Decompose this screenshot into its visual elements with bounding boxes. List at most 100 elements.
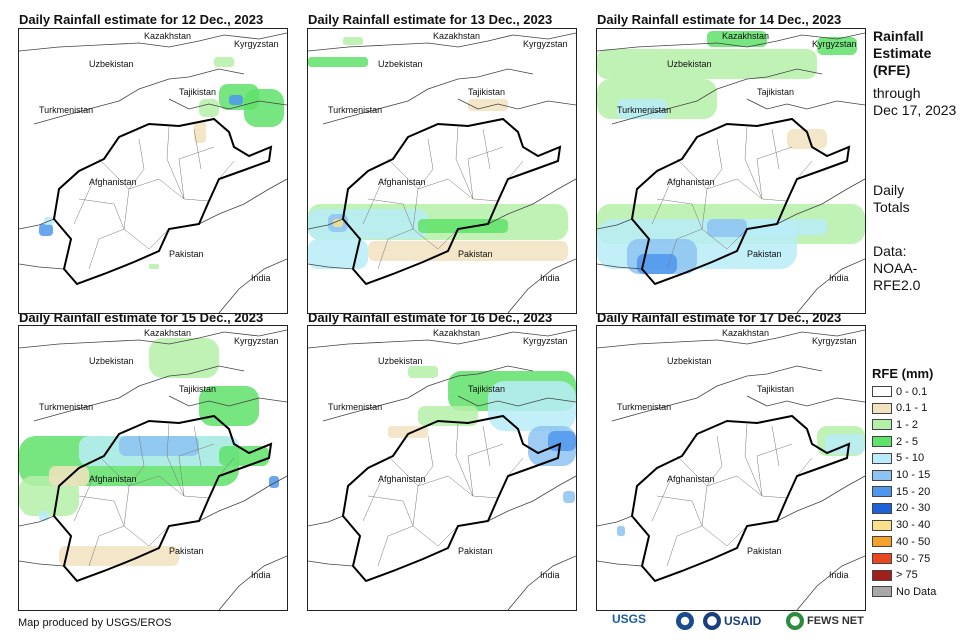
legend-item: 50 - 75: [872, 552, 930, 565]
country-border: [308, 329, 576, 349]
map-panel-12-dec: Kazakhstan Kyrgyzstan Uzbekistan Tajikistan…: [18, 28, 288, 314]
rainfall-map-svg: Kazakhstan Kyrgyzstan Uzbekistan Tajikistan…: [597, 328, 865, 610]
rainfall-area: [308, 239, 368, 269]
province-border: [656, 198, 703, 230]
label-afghanistan: Afghanistan: [378, 177, 426, 187]
country-border: [308, 32, 576, 52]
rainfall-map-svg: Kazakhstan Kyrgyzstan Uzbekistan Tajikistan…: [308, 31, 576, 313]
province-border: [193, 128, 202, 170]
label-india: India: [829, 273, 849, 283]
province-border: [482, 128, 491, 170]
label-pakistan: Pakistan: [747, 249, 782, 259]
label-kyrgyzstan: Kyrgyzstan: [812, 336, 857, 346]
rainfall-area: [563, 491, 575, 503]
rainfall-area: [59, 546, 179, 566]
label-india: India: [540, 273, 560, 283]
label-afghanistan: Afghanistan: [89, 177, 137, 187]
rainfall-area: [597, 49, 817, 79]
legend-label: 0 - 0.1: [896, 385, 928, 398]
province-border: [467, 443, 504, 497]
rainfall-area: [468, 99, 508, 111]
noaa-logo: [676, 612, 697, 630]
province-border: [507, 457, 524, 477]
province-border: [377, 525, 414, 567]
rainfall-map-svg: Kazakhstan Kyrgyzstan Uzbekistan Tajikistan…: [308, 328, 576, 610]
fewsnet-logo-text: FEWS NET: [807, 615, 864, 627]
label-tajikistan: Tajikistan: [179, 87, 216, 97]
country-border: [597, 263, 643, 270]
country-border: [198, 178, 287, 225]
rainfall-area: [214, 57, 234, 67]
province-border: [377, 228, 414, 270]
legend-label: 0.1 - 1: [896, 402, 928, 415]
afghanistan-border: [52, 414, 273, 583]
country-border: [796, 555, 865, 610]
country-border: [168, 98, 287, 110]
afghanistan-border: [341, 117, 562, 286]
province-border: [756, 443, 793, 497]
label-kyrgyzstan: Kyrgyzstan: [812, 39, 857, 49]
afghanistan-border: [341, 414, 562, 583]
legend-item: 2 - 5: [872, 435, 918, 448]
sidebar-data-label: Data:: [873, 243, 907, 259]
country-border: [19, 515, 55, 527]
fewsnet-emblem-icon: [786, 612, 804, 630]
afghanistan-border: [630, 414, 851, 583]
province-border: [178, 443, 215, 497]
province-border: [651, 475, 673, 522]
country-border: [19, 560, 65, 567]
province-border: [367, 495, 414, 527]
province-border: [148, 525, 170, 547]
rainfall-area: [39, 511, 49, 521]
label-afghanistan: Afghanistan: [667, 177, 715, 187]
noaa-emblem-icon: [676, 612, 694, 630]
label-afghanistan: Afghanistan: [89, 474, 137, 484]
country-border: [33, 68, 245, 125]
label-tajikistan: Tajikistan: [757, 384, 794, 394]
panel-title-14-dec: Daily Rainfall estimate for 14 Dec., 202…: [597, 12, 842, 27]
map-panel-13-dec: Kazakhstan Kyrgyzstan Uzbekistan Tajikistan…: [307, 28, 577, 314]
legend-swatch: [872, 469, 892, 481]
legend-label: 2 - 5: [896, 435, 919, 448]
province-border: [666, 228, 703, 270]
country-border: [457, 98, 576, 110]
country-border: [308, 218, 344, 230]
country-border: [322, 68, 534, 125]
rainfall-area: [269, 476, 279, 488]
label-turkmenistan: Turkmenistan: [39, 105, 93, 115]
credit-text: Map produced by USGS/EROS: [18, 617, 172, 629]
label-tajikistan: Tajikistan: [757, 87, 794, 97]
usaid-logo: USAID: [703, 612, 761, 630]
usaid-seal-icon: [703, 612, 721, 630]
rainfall-area: [343, 37, 363, 45]
country-border: [218, 555, 287, 610]
label-pakistan: Pakistan: [458, 249, 493, 259]
usaid-logo-text: USAID: [724, 614, 762, 628]
legend-item: 10 - 15: [872, 469, 930, 482]
rainfall-area: [308, 209, 428, 239]
province-border: [706, 138, 723, 190]
label-pakistan: Pakistan: [747, 546, 782, 556]
label-afghanistan: Afghanistan: [667, 474, 715, 484]
legend-label: 50 - 75: [896, 552, 931, 565]
country-border: [611, 68, 823, 125]
province-border: [218, 160, 235, 180]
map-panel-17-dec: Kazakhstan Kyrgyzstan Uzbekistan Tajikistan…: [596, 325, 866, 611]
province-border: [123, 485, 150, 547]
panel-title-13-dec: Daily Rainfall estimate for 13 Dec., 202…: [308, 12, 553, 27]
legend-label: 5 - 10: [896, 452, 925, 465]
legend-swatch: [872, 569, 892, 581]
legend-label: 1 - 2: [896, 418, 919, 431]
label-uzbekistan: Uzbekistan: [667, 356, 712, 366]
label-kyrgyzstan: Kyrgyzstan: [234, 336, 279, 346]
province-border: [193, 425, 202, 467]
province-border: [78, 198, 125, 230]
legend-swatch: [872, 536, 892, 548]
province-border: [467, 146, 504, 200]
afghanistan-border: [630, 117, 851, 286]
country-border: [776, 475, 865, 522]
label-uzbekistan: Uzbekistan: [89, 59, 134, 69]
rainfall-area: [229, 95, 243, 105]
legend-swatch: [872, 586, 892, 598]
sidebar-totals-line1: Daily: [873, 182, 905, 198]
